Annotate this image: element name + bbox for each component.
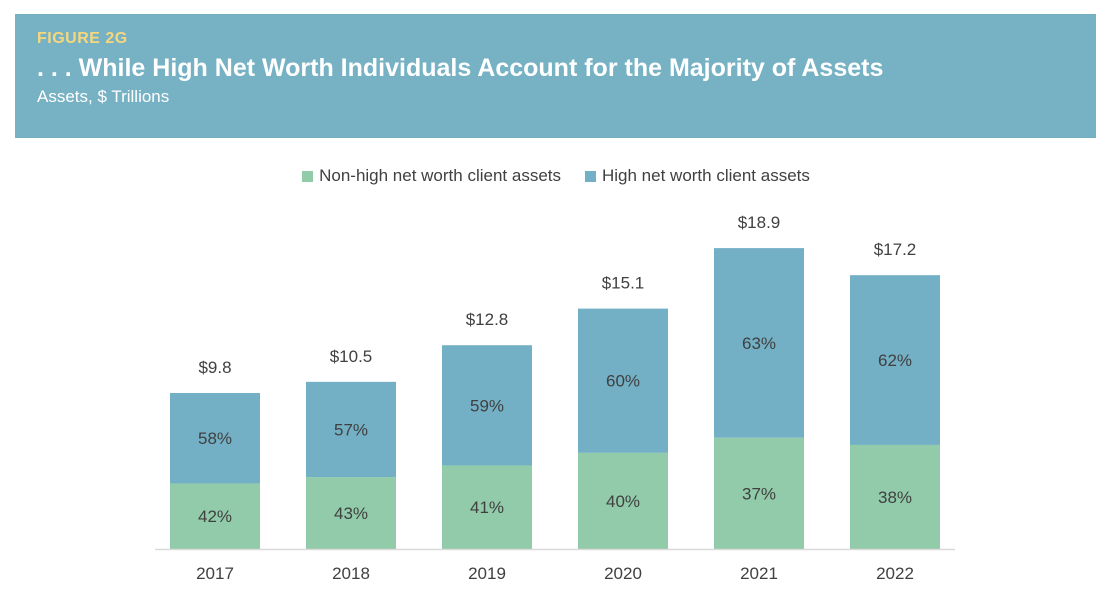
legend-swatch-non-hnw <box>302 170 314 182</box>
total-label-2022: $17.2 <box>874 240 917 259</box>
figure-header: FIGURE 2G . . . While High Net Worth Ind… <box>15 14 1096 138</box>
legend-label-hnw: High net worth client assets <box>602 166 810 185</box>
total-label-2018: $10.5 <box>330 347 373 366</box>
bar-hnw-2022 <box>850 275 940 445</box>
x-tick-label-2018: 2018 <box>332 564 370 583</box>
data-label-hnw-2020: 60% <box>606 372 640 391</box>
bar-hnw-2019 <box>442 345 532 466</box>
figure-title: . . . While High Net Worth Individuals A… <box>37 54 884 82</box>
bar-non-hnw-2022 <box>850 444 940 549</box>
bar-non-hnw-2021 <box>714 437 804 549</box>
chart-legend: Non-high net worth client assets High ne… <box>0 166 1112 186</box>
legend-item-non-hnw: Non-high net worth client assets <box>302 166 561 186</box>
figure-subtitle: Assets, $ Trillions <box>37 87 170 106</box>
figure-label: FIGURE 2G <box>37 30 128 47</box>
total-label-2020: $15.1 <box>602 274 645 293</box>
total-label-2019: $12.8 <box>466 310 509 329</box>
bar-hnw-2017 <box>170 392 260 484</box>
legend-label-non-hnw: Non-high net worth client assets <box>319 166 561 185</box>
total-label-2017: $9.8 <box>198 358 231 377</box>
data-label-non-hnw-2017: 42% <box>198 507 232 526</box>
data-label-hnw-2019: 59% <box>470 396 504 415</box>
data-label-non-hnw-2022: 38% <box>878 488 912 507</box>
total-label-2021: $18.9 <box>738 213 781 232</box>
bar-hnw-2018 <box>306 381 396 478</box>
data-label-non-hnw-2021: 37% <box>742 484 776 503</box>
data-label-hnw-2017: 58% <box>198 429 232 448</box>
x-tick-label-2022: 2022 <box>876 564 914 583</box>
bar-non-hnw-2019 <box>442 465 532 549</box>
legend-item-hnw: High net worth client assets <box>585 166 810 186</box>
x-tick-label-2017: 2017 <box>196 564 234 583</box>
x-tick-label-2020: 2020 <box>604 564 642 583</box>
data-label-hnw-2022: 62% <box>878 351 912 370</box>
x-tick-label-2021: 2021 <box>740 564 778 583</box>
bar-hnw-2021 <box>714 248 804 438</box>
data-label-hnw-2021: 63% <box>742 334 776 353</box>
bar-non-hnw-2018 <box>306 477 396 549</box>
x-tick-label-2019: 2019 <box>468 564 506 583</box>
bar-non-hnw-2020 <box>578 452 668 549</box>
data-label-non-hnw-2020: 40% <box>606 492 640 511</box>
bar-non-hnw-2017 <box>170 483 260 549</box>
data-label-non-hnw-2018: 43% <box>334 504 368 523</box>
data-label-hnw-2018: 57% <box>334 420 368 439</box>
legend-swatch-hnw <box>585 170 596 182</box>
bar-hnw-2020 <box>578 308 668 453</box>
data-label-non-hnw-2019: 41% <box>470 498 504 517</box>
